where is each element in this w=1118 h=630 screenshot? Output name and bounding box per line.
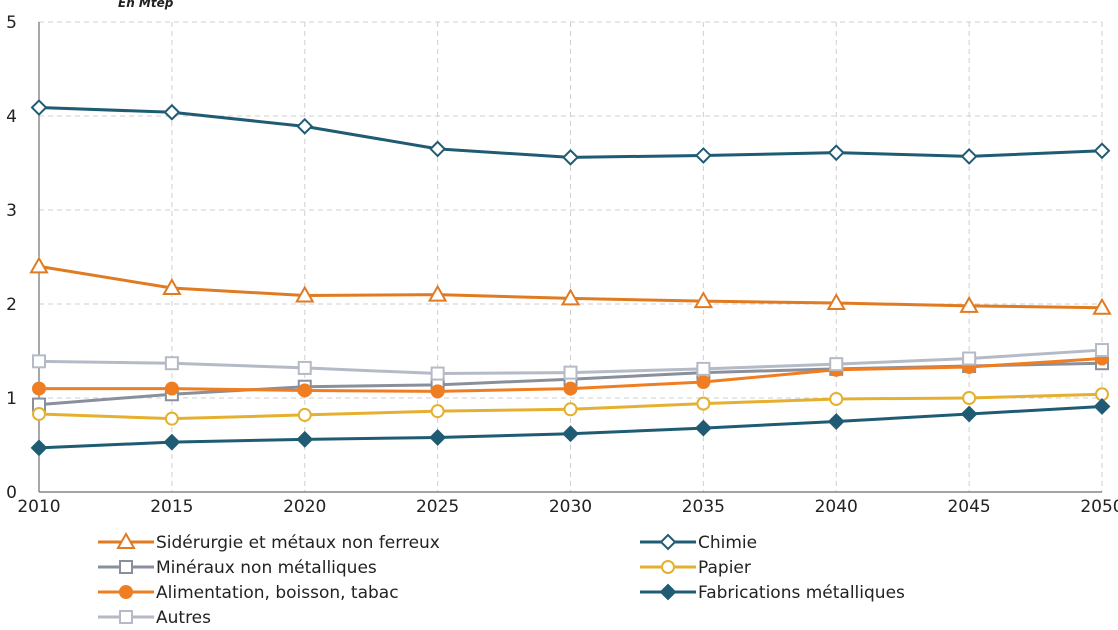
data-point	[696, 375, 711, 390]
data-point	[562, 425, 579, 443]
data-point	[297, 407, 312, 422]
data-point	[694, 419, 712, 437]
x-tick-label: 2035	[682, 497, 725, 517]
axes: 0 1 2 3 4 5 2010 2015 2020 2025 2030 2035 2040 2045 20…	[6, 13, 1118, 517]
legend: Sidérurgie et métaux non ferreux Chimie Mi…	[98, 531, 905, 628]
data-point	[959, 295, 979, 313]
data-point	[30, 439, 48, 457]
y-tick-label: 1	[6, 389, 17, 409]
data-point	[297, 360, 312, 375]
data-point	[32, 381, 46, 396]
data-point	[164, 356, 179, 371]
y-tick-label: 4	[6, 107, 17, 127]
legend-item: Fabrications métalliques	[640, 583, 905, 603]
x-tick-label: 2030	[549, 497, 592, 517]
legend-label: Minéraux non métalliques	[156, 558, 377, 578]
y-tick-label: 0	[6, 483, 17, 503]
legend-label: Alimentation, boisson, tabac	[156, 583, 399, 603]
data-point	[829, 357, 844, 372]
data-point	[962, 391, 977, 405]
data-point	[1093, 142, 1111, 160]
legend-label: Fabrications métalliques	[698, 583, 905, 603]
data-point	[430, 404, 445, 419]
data-point	[163, 103, 181, 121]
data-point	[30, 99, 48, 116]
data-point	[163, 433, 181, 451]
x-tick-label: 2010	[17, 497, 60, 517]
series-6	[32, 343, 1109, 381]
data-point	[162, 278, 182, 296]
data-point	[429, 140, 447, 158]
legend-marker	[116, 531, 136, 549]
data-point	[430, 384, 445, 399]
legend-item: Papier	[640, 558, 751, 578]
data-point	[427, 284, 448, 302]
legend-marker	[659, 533, 677, 551]
data-point	[563, 365, 578, 380]
data-point	[962, 351, 977, 366]
y-tick-label: 2	[6, 295, 17, 315]
legend-marker	[119, 560, 133, 574]
data-point	[297, 383, 312, 398]
legend-item: Alimentation, boisson, tabac	[98, 583, 399, 603]
x-tick-label: 2045	[947, 497, 990, 517]
data-point	[694, 147, 712, 164]
data-point	[563, 402, 578, 417]
series-layer	[29, 99, 1112, 457]
x-tick-label: 2050	[1080, 497, 1118, 517]
legend-label: Chimie	[698, 533, 757, 553]
data-point	[693, 291, 714, 309]
data-point	[696, 361, 711, 376]
data-point	[164, 381, 179, 396]
data-point	[1095, 343, 1109, 358]
x-tick-label: 2015	[150, 497, 193, 517]
data-point	[560, 288, 581, 306]
grid-lines	[39, 21, 1103, 492]
data-point	[429, 429, 447, 446]
legend-item: Chimie	[640, 533, 757, 553]
data-point	[1093, 398, 1111, 415]
legend-item: Autres	[98, 608, 211, 628]
data-point	[430, 366, 445, 381]
legend-label: Autres	[156, 608, 211, 628]
data-point	[295, 285, 315, 303]
data-point	[563, 381, 578, 396]
data-point	[829, 391, 844, 406]
data-point	[32, 354, 46, 369]
data-point	[960, 148, 978, 165]
data-point	[696, 396, 711, 411]
unit-label: En Mtep	[118, 0, 174, 10]
data-point	[296, 430, 314, 448]
legend-marker	[659, 583, 677, 601]
data-point	[562, 148, 579, 166]
data-point	[32, 406, 46, 421]
data-point	[29, 256, 49, 274]
legend-marker	[119, 585, 133, 599]
data-point	[827, 144, 845, 162]
x-tick-label: 2040	[815, 497, 858, 517]
y-tick-label: 3	[6, 201, 17, 221]
legend-label: Papier	[698, 558, 751, 578]
data-point	[164, 411, 179, 426]
legend-marker	[661, 560, 675, 574]
y-tick-label: 5	[6, 13, 17, 33]
series-5	[30, 398, 1111, 457]
legend-item: Sidérurgie et métaux non ferreux	[98, 531, 440, 553]
x-tick-label: 2020	[283, 497, 326, 517]
legend-marker	[119, 610, 133, 624]
data-point	[1092, 297, 1112, 315]
series-3	[32, 387, 1109, 426]
legend-label: Sidérurgie et métaux non ferreux	[156, 533, 440, 553]
series-0	[29, 256, 1112, 315]
data-point	[826, 293, 846, 311]
data-point	[296, 117, 314, 135]
data-point	[960, 405, 978, 423]
series-1	[30, 99, 1111, 166]
legend-item: Minéraux non métalliques	[98, 558, 377, 578]
x-tick-label: 2025	[416, 497, 459, 517]
data-point	[827, 413, 845, 430]
series-4	[32, 351, 1109, 399]
